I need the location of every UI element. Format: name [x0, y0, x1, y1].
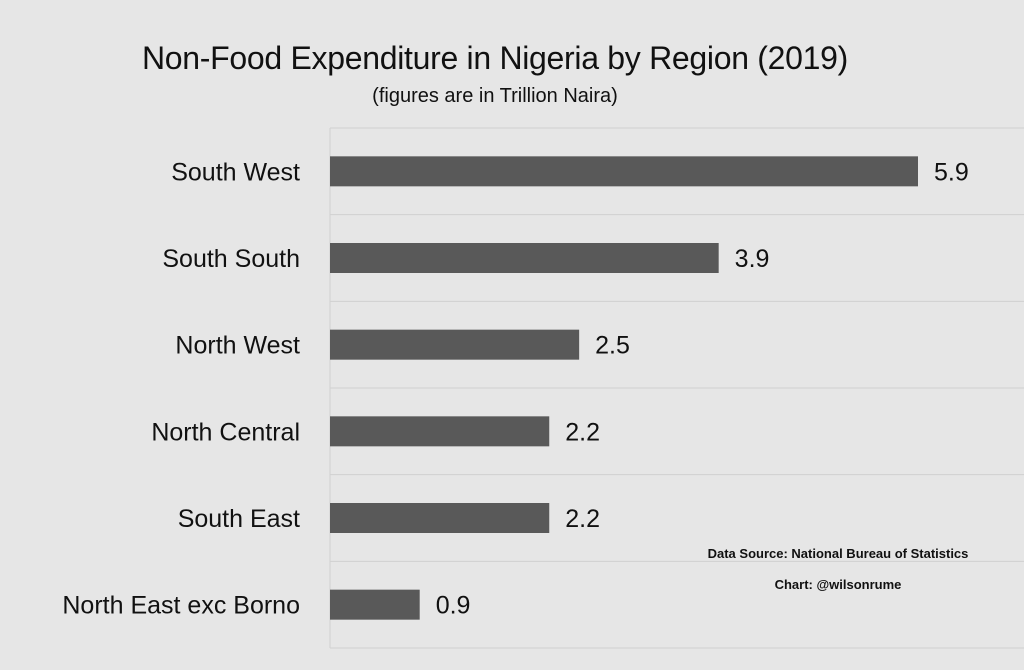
category-label: South East [178, 505, 300, 533]
chart-title: Non-Food Expenditure in Nigeria by Regio… [141, 40, 848, 76]
category-label: North West [175, 332, 300, 360]
bar [330, 243, 719, 273]
bar [330, 416, 550, 447]
bars [330, 156, 918, 620]
data-labels: 5.9 3.9 2.5 2.2 2.2 0.9 [436, 158, 969, 619]
data-label: 2.5 [595, 332, 630, 360]
bar [330, 156, 918, 187]
grid-lines [329, 127, 1024, 649]
data-label: 2.2 [565, 418, 600, 446]
category-label: North East exc Borno [62, 592, 300, 620]
chart-credit-note: Chart: @wilsonrume [774, 577, 902, 592]
category-labels: South West South South North West North Cen… [62, 158, 300, 619]
category-label: South West [171, 158, 300, 186]
category-label: South South [162, 245, 300, 273]
bar [330, 329, 580, 360]
data-label: 5.9 [934, 158, 969, 186]
bar [330, 503, 550, 533]
data-source-note: Data Source: National Bureau of Statisti… [707, 546, 969, 561]
bar [330, 589, 420, 620]
category-label: North Central [151, 418, 300, 446]
data-label: 3.9 [735, 245, 770, 273]
chart-subtitle: (figures are in Trillion Naira) [372, 85, 618, 107]
data-label: 2.2 [565, 505, 600, 533]
data-label: 0.9 [436, 592, 471, 620]
